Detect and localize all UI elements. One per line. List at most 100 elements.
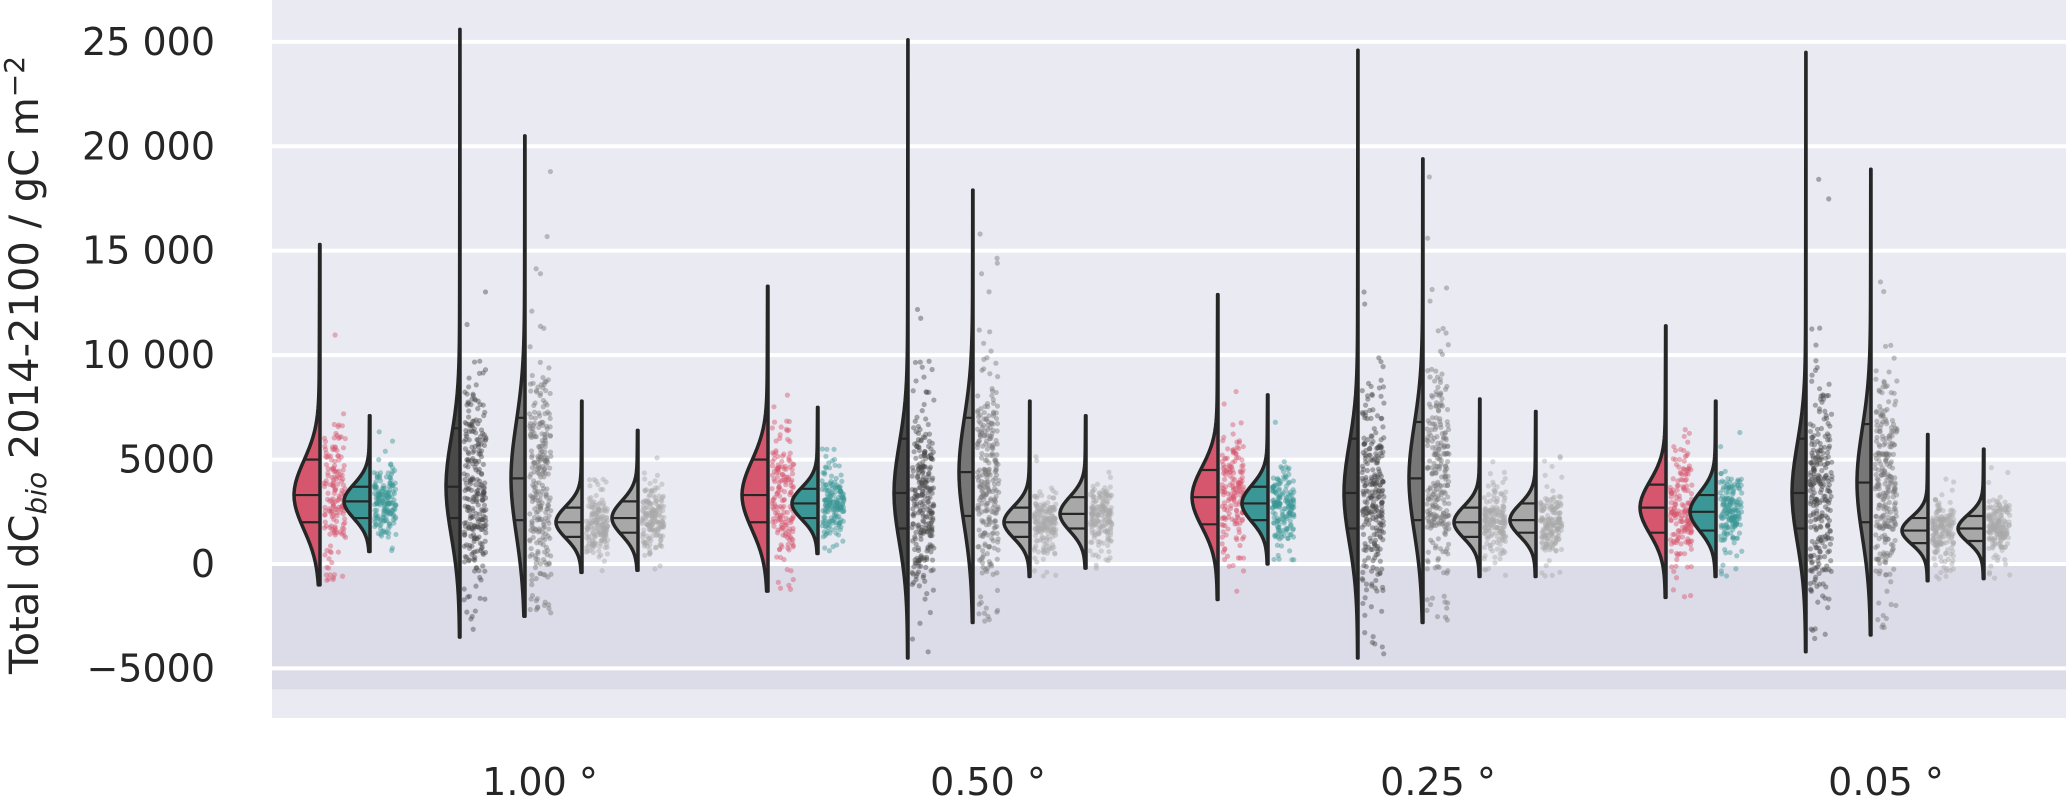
- data-point: [917, 359, 923, 365]
- data-point: [980, 554, 986, 560]
- data-point: [1234, 588, 1240, 594]
- data-point: [329, 508, 335, 515]
- data-point: [1230, 494, 1236, 500]
- data-point: [922, 483, 928, 489]
- data-point: [1726, 485, 1732, 492]
- data-point: [1731, 540, 1737, 546]
- data-point: [1734, 535, 1741, 541]
- data-point: [339, 487, 345, 494]
- data-point: [1226, 496, 1233, 502]
- data-point: [829, 517, 835, 524]
- data-point: [828, 490, 834, 496]
- data-point: [914, 306, 921, 313]
- data-point: [472, 396, 478, 402]
- data-point: [1671, 444, 1677, 450]
- data-point: [1501, 504, 1507, 510]
- data-point: [769, 463, 776, 469]
- data-point: [466, 384, 472, 390]
- data-point: [1362, 595, 1368, 601]
- data-point: [1274, 499, 1281, 505]
- data-point: [1272, 534, 1278, 540]
- y-axis-label-superscript: −2: [0, 56, 31, 97]
- data-point: [833, 475, 839, 481]
- data-point: [325, 473, 331, 479]
- data-point: [930, 475, 936, 481]
- data-point: [1724, 513, 1730, 519]
- data-point: [771, 506, 777, 512]
- data-point: [1427, 420, 1433, 426]
- data-point: [1670, 509, 1676, 515]
- data-point: [336, 435, 342, 441]
- data-point: [477, 540, 483, 546]
- data-point: [331, 528, 337, 534]
- data-point: [1667, 487, 1674, 494]
- data-point: [786, 529, 792, 535]
- data-point: [1825, 392, 1832, 399]
- data-point: [1221, 434, 1227, 440]
- data-point: [537, 323, 544, 329]
- data-point: [996, 477, 1002, 484]
- data-point: [775, 465, 781, 471]
- data-point: [1730, 535, 1736, 541]
- data-point: [788, 520, 794, 526]
- data-point: [642, 552, 648, 558]
- data-point: [839, 501, 846, 508]
- data-point: [1435, 536, 1441, 542]
- data-point: [1053, 501, 1059, 507]
- data-point: [1876, 522, 1882, 529]
- data-point: [482, 522, 488, 529]
- data-point: [1809, 438, 1816, 444]
- data-point: [337, 472, 343, 478]
- data-point: [386, 483, 392, 489]
- data-point: [1671, 491, 1678, 497]
- data-point: [836, 507, 842, 513]
- data-point: [783, 522, 789, 528]
- data-point: [1817, 514, 1823, 520]
- data-point: [373, 484, 380, 490]
- data-point: [1682, 551, 1688, 557]
- data-point: [1225, 497, 1232, 504]
- data-point: [385, 508, 391, 514]
- data-point: [1240, 462, 1246, 468]
- data-point: [378, 522, 384, 528]
- data-point: [322, 552, 328, 558]
- data-point: [1274, 518, 1280, 524]
- data-point: [480, 402, 486, 408]
- data-point: [1280, 468, 1287, 475]
- data-point: [823, 485, 830, 491]
- data-point: [328, 549, 334, 556]
- data-point: [1671, 511, 1677, 517]
- data-point: [1544, 538, 1550, 544]
- data-point: [384, 500, 391, 507]
- data-point: [1687, 542, 1694, 548]
- data-point: [529, 572, 535, 578]
- data-point: [1685, 439, 1691, 445]
- data-point: [324, 547, 330, 553]
- data-point: [1681, 447, 1687, 454]
- data-point: [337, 529, 343, 535]
- data-point: [1108, 519, 1114, 526]
- data-point: [2004, 504, 2011, 510]
- data-point: [836, 506, 843, 512]
- data-point: [839, 500, 846, 506]
- data-point: [1731, 523, 1738, 529]
- data-point: [1671, 512, 1678, 518]
- data-point: [1277, 495, 1283, 501]
- data-point: [1669, 490, 1675, 496]
- data-point: [1290, 497, 1296, 503]
- data-point: [383, 509, 390, 515]
- data-point: [1444, 605, 1450, 611]
- data-point: [781, 497, 787, 503]
- data-point: [474, 536, 480, 542]
- data-point: [1826, 596, 1832, 602]
- data-point: [1223, 467, 1230, 474]
- y-tick-label: 5000: [118, 438, 215, 482]
- data-point: [833, 497, 839, 503]
- data-point: [1224, 469, 1230, 475]
- data-point: [339, 525, 346, 531]
- data-point: [1432, 488, 1438, 495]
- data-point: [1240, 555, 1247, 561]
- data-point: [482, 289, 489, 295]
- data-point: [785, 436, 791, 443]
- data-point: [913, 428, 919, 435]
